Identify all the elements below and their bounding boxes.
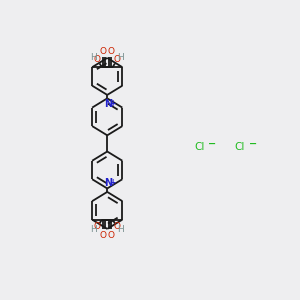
Text: N: N [104, 178, 112, 188]
Text: N: N [104, 99, 112, 109]
Text: O: O [100, 47, 107, 56]
Text: O: O [94, 56, 101, 64]
Text: O: O [108, 47, 115, 56]
Text: Cl: Cl [194, 142, 204, 152]
Text: H: H [91, 225, 97, 234]
Text: −: − [208, 138, 216, 148]
Text: H: H [91, 52, 97, 62]
Text: H: H [117, 52, 124, 62]
Text: O: O [108, 230, 115, 239]
Text: H: H [117, 225, 124, 234]
Text: O: O [113, 56, 121, 64]
Text: Cl: Cl [235, 142, 245, 152]
Text: +: + [110, 178, 116, 187]
Text: +: + [110, 99, 116, 108]
Text: −: − [248, 138, 256, 148]
Text: O: O [100, 230, 107, 239]
Text: O: O [94, 222, 101, 231]
Text: O: O [113, 222, 121, 231]
